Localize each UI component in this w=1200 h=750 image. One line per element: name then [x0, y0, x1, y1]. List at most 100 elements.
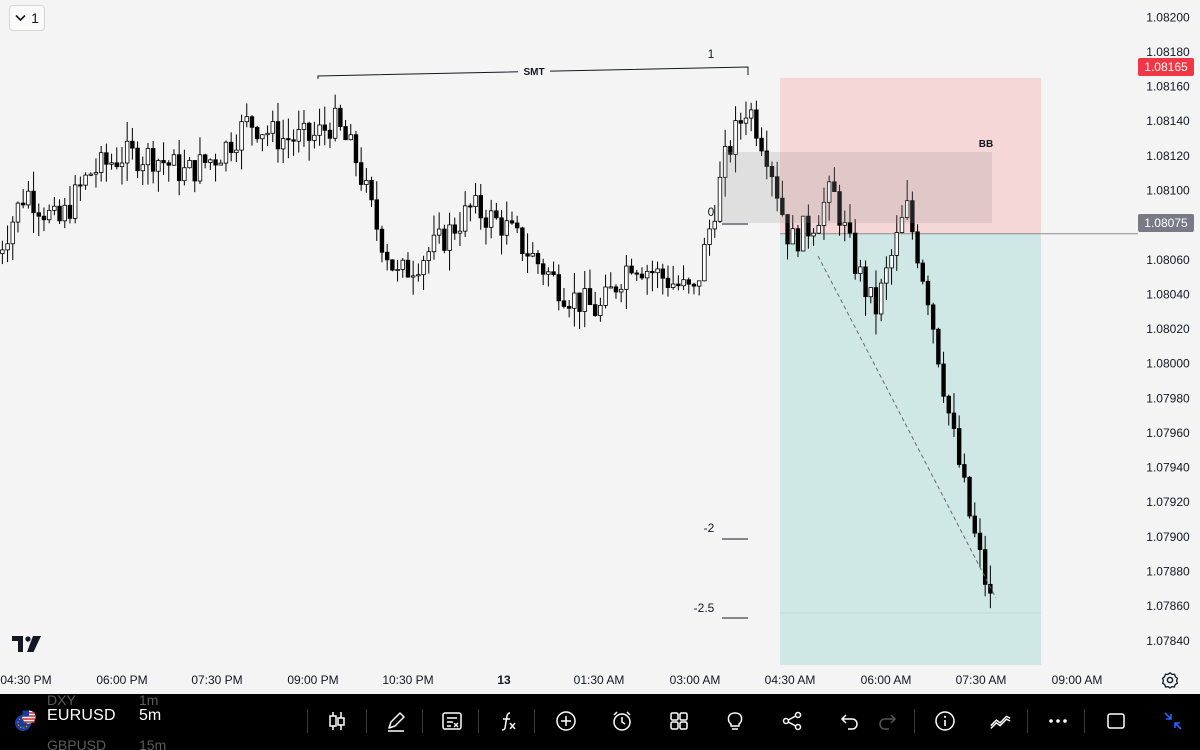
candle-up	[395, 269, 400, 272]
candle-down	[780, 197, 785, 215]
candle-down	[343, 126, 348, 141]
candle-up	[748, 109, 754, 119]
y-axis-tick-label: 1.07900	[1146, 530, 1190, 544]
candle-down	[494, 210, 499, 219]
candle-up	[15, 202, 21, 223]
candle-down	[754, 109, 759, 139]
price-chart[interactable]: BB SMT 1 0 -2 -2.5 1.08200 1.08180 1.08160 1.081…	[0, 0, 1200, 694]
more-icon[interactable]	[1046, 709, 1070, 733]
candle-up	[280, 138, 286, 150]
candle-up	[878, 282, 884, 315]
x-axis-tick-label: 09:00 AM	[1052, 673, 1103, 687]
candle-down	[353, 134, 359, 164]
add-icon[interactable]	[554, 709, 578, 733]
undo-icon[interactable]	[837, 709, 861, 733]
y-axis-tick-label: 1.08020	[1146, 322, 1190, 336]
candle-down	[910, 200, 915, 233]
candle-down	[728, 146, 733, 155]
indicators-icon[interactable]	[496, 709, 520, 733]
collapse-icon[interactable]	[1161, 709, 1185, 733]
y-axis-tick-label: 1.07960	[1146, 426, 1190, 440]
candle-down	[936, 328, 941, 365]
watchlist-icon[interactable]	[440, 709, 464, 733]
x-axis-tick-label: 07:30 AM	[956, 673, 1007, 687]
candle-down	[769, 166, 775, 178]
symbol-timeframe[interactable]: 5m	[139, 707, 162, 724]
candle-down	[525, 253, 530, 257]
fib-level-label: -2	[704, 521, 715, 535]
candle-up	[624, 265, 629, 290]
y-axis-tick-label: 1.07840	[1146, 634, 1190, 648]
candle-down	[676, 283, 681, 287]
candle-down	[551, 271, 556, 275]
toolbar-separator	[366, 709, 367, 733]
candle-up	[842, 222, 847, 226]
info-icon[interactable]	[933, 709, 957, 733]
candle-down	[972, 515, 977, 534]
next-symbol-name[interactable]: GBPUSD	[47, 737, 107, 750]
candle-up	[608, 286, 613, 289]
candle-up	[301, 122, 307, 130]
candle-up	[317, 124, 322, 136]
interval-button[interactable]: 1	[9, 5, 45, 31]
candle-up	[702, 244, 707, 282]
candle-down	[322, 124, 327, 131]
candle-down	[920, 262, 925, 282]
candle-down	[31, 190, 36, 214]
candle-up	[899, 217, 905, 233]
candle-up	[83, 174, 88, 186]
candle-down	[946, 395, 951, 414]
candle-down	[67, 204, 73, 219]
y-axis-tick-label: 1.08040	[1146, 287, 1190, 301]
candle-down	[660, 268, 665, 279]
candles-icon[interactable]	[325, 709, 349, 733]
candle-down	[847, 222, 853, 234]
candle-down	[759, 137, 764, 152]
candle-up	[98, 152, 104, 173]
candle-up	[644, 270, 650, 279]
candle-up	[826, 181, 832, 203]
candle-up	[572, 292, 577, 309]
draw-icon[interactable]	[384, 709, 408, 733]
candle-down	[384, 251, 390, 261]
x-axis-tick-label: 10:30 PM	[382, 673, 433, 687]
candle-down	[275, 121, 281, 150]
candle-up	[26, 190, 31, 206]
alert-icon[interactable]	[610, 709, 634, 733]
candle-down	[358, 162, 364, 185]
redo-icon[interactable]	[876, 709, 900, 733]
symbol-name[interactable]: EURUSD	[47, 707, 116, 724]
candle-down	[566, 305, 572, 309]
y-axis-tick-label: 1.07940	[1146, 461, 1190, 475]
candle-up	[696, 280, 702, 287]
candle-up	[124, 140, 130, 164]
stop-price-label: 1.08165	[1138, 58, 1194, 76]
candle-up	[603, 286, 608, 306]
projection-dashed-line	[817, 255, 997, 599]
candle-down	[977, 532, 983, 551]
last-price-label: 1.08075	[1138, 214, 1194, 232]
candle-up	[5, 243, 10, 251]
candle-down	[249, 116, 255, 128]
share-icon[interactable]	[780, 709, 804, 733]
candle-up	[790, 228, 795, 245]
layouts-icon[interactable]	[667, 709, 691, 733]
candle-up	[364, 180, 369, 185]
candle-down	[982, 549, 988, 585]
candle-down	[785, 214, 790, 245]
prev-symbol-name[interactable]: DXY	[47, 694, 76, 708]
toolbar-separator	[534, 709, 535, 733]
chart-settings-gear-icon[interactable]	[1161, 671, 1179, 689]
fullscreen-icon[interactable]	[1104, 709, 1128, 733]
candle-up	[816, 225, 821, 234]
ideas-icon[interactable]	[723, 709, 747, 733]
prev-symbol-timeframe[interactable]: 1m	[139, 694, 159, 708]
candle-up	[821, 201, 827, 226]
candle-up	[88, 173, 93, 176]
next-symbol-timeframe[interactable]: 15m	[139, 737, 167, 750]
candle-down	[499, 217, 504, 236]
candle-up	[722, 146, 728, 178]
trading-icon[interactable]	[989, 709, 1013, 733]
candle-up	[332, 107, 338, 139]
candle-down	[806, 215, 811, 237]
